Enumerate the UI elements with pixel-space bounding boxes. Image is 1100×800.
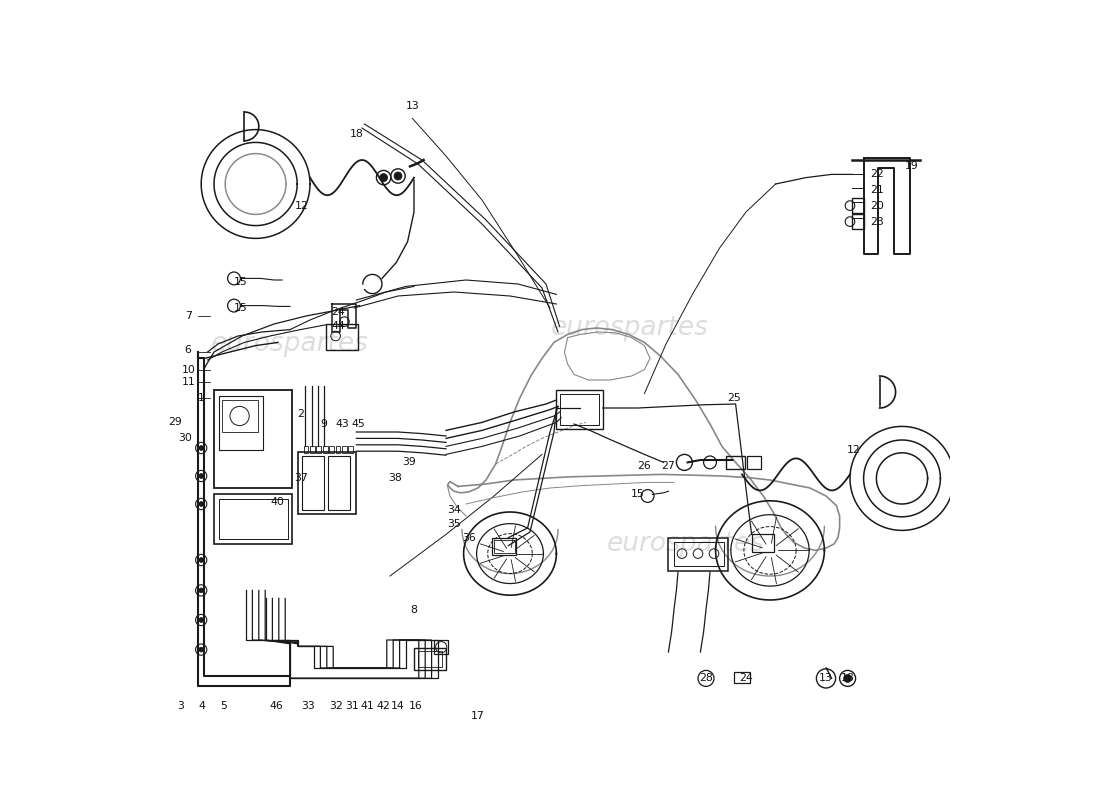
Text: 5: 5 <box>220 701 227 710</box>
Text: 44: 44 <box>331 322 345 331</box>
Bar <box>349 446 353 453</box>
Text: 32: 32 <box>329 701 342 710</box>
Text: 35: 35 <box>448 519 461 529</box>
Bar <box>560 394 598 425</box>
Text: 18: 18 <box>350 130 363 139</box>
Text: eurospartes: eurospartes <box>607 531 764 557</box>
Text: 43: 43 <box>336 419 349 429</box>
Bar <box>329 446 334 453</box>
Bar <box>852 214 864 229</box>
Bar <box>336 446 340 453</box>
Circle shape <box>199 474 204 478</box>
Text: 3: 3 <box>177 701 184 710</box>
Text: 20: 20 <box>870 202 884 211</box>
Text: 17: 17 <box>471 711 485 721</box>
Bar <box>669 538 728 571</box>
Text: 18: 18 <box>840 674 855 683</box>
Text: 28: 28 <box>700 674 713 683</box>
Text: 13: 13 <box>406 101 419 110</box>
Text: 24: 24 <box>331 307 345 317</box>
Circle shape <box>394 172 402 180</box>
Text: 6: 6 <box>185 346 191 355</box>
Text: 41: 41 <box>361 701 374 710</box>
Text: 15: 15 <box>234 303 248 313</box>
Text: 45: 45 <box>351 419 365 429</box>
Bar <box>674 542 724 566</box>
Text: eurospartes: eurospartes <box>551 315 708 341</box>
Bar <box>322 446 328 453</box>
Bar <box>298 452 355 514</box>
Text: 26: 26 <box>638 461 651 470</box>
Text: 46: 46 <box>270 701 284 710</box>
Text: 34: 34 <box>448 506 461 515</box>
Text: 37: 37 <box>295 474 308 483</box>
Text: 38: 38 <box>388 474 403 483</box>
Circle shape <box>199 446 204 450</box>
Bar <box>326 324 358 350</box>
Text: 19: 19 <box>904 162 918 171</box>
Circle shape <box>844 674 851 682</box>
Text: 9: 9 <box>320 419 328 429</box>
Text: 24: 24 <box>739 674 752 683</box>
Circle shape <box>199 558 204 562</box>
Bar <box>418 651 442 667</box>
Circle shape <box>199 588 204 593</box>
Text: 21: 21 <box>870 186 883 195</box>
Bar <box>214 494 293 544</box>
Bar <box>304 446 308 453</box>
Text: 33: 33 <box>301 701 316 710</box>
Text: 40: 40 <box>271 498 285 507</box>
Bar <box>302 456 324 510</box>
Bar <box>494 540 515 553</box>
Text: 4: 4 <box>199 701 206 710</box>
Text: 36: 36 <box>463 533 476 542</box>
Text: 15: 15 <box>630 490 645 499</box>
Bar <box>414 648 446 670</box>
Text: 10: 10 <box>182 365 196 374</box>
Text: 7: 7 <box>185 311 191 321</box>
Circle shape <box>199 647 204 652</box>
Bar <box>493 538 516 555</box>
Circle shape <box>199 502 204 506</box>
Bar <box>317 446 321 453</box>
Text: 1: 1 <box>198 394 205 403</box>
Bar <box>751 534 774 552</box>
Text: 27: 27 <box>661 461 675 470</box>
Text: 8: 8 <box>410 605 417 614</box>
Circle shape <box>379 174 387 182</box>
Text: 23: 23 <box>870 218 883 227</box>
Text: 11: 11 <box>182 378 196 387</box>
Bar <box>734 672 750 683</box>
Text: 15: 15 <box>234 277 248 286</box>
Circle shape <box>199 618 204 622</box>
Bar <box>852 198 864 213</box>
Text: 31: 31 <box>344 701 359 710</box>
Bar <box>557 390 603 429</box>
Text: 2: 2 <box>297 410 304 419</box>
Text: 42: 42 <box>376 701 390 710</box>
Bar <box>328 456 350 510</box>
Text: 12: 12 <box>295 202 309 211</box>
Bar <box>434 640 449 654</box>
Bar <box>726 456 745 469</box>
Text: 14: 14 <box>392 701 405 710</box>
Text: 13: 13 <box>820 674 833 683</box>
Bar <box>342 446 346 453</box>
Text: 29: 29 <box>168 418 182 427</box>
Text: eurospartes: eurospartes <box>211 331 368 357</box>
Bar <box>219 396 263 450</box>
Bar <box>219 499 287 539</box>
Text: 16: 16 <box>409 701 422 710</box>
Bar <box>222 400 258 432</box>
Text: 12: 12 <box>847 445 860 454</box>
Bar <box>214 390 293 488</box>
Bar <box>747 456 761 469</box>
Text: 30: 30 <box>178 434 191 443</box>
Text: 22: 22 <box>870 170 883 179</box>
Text: 39: 39 <box>402 458 416 467</box>
Bar <box>310 446 315 453</box>
Text: 25: 25 <box>727 394 741 403</box>
